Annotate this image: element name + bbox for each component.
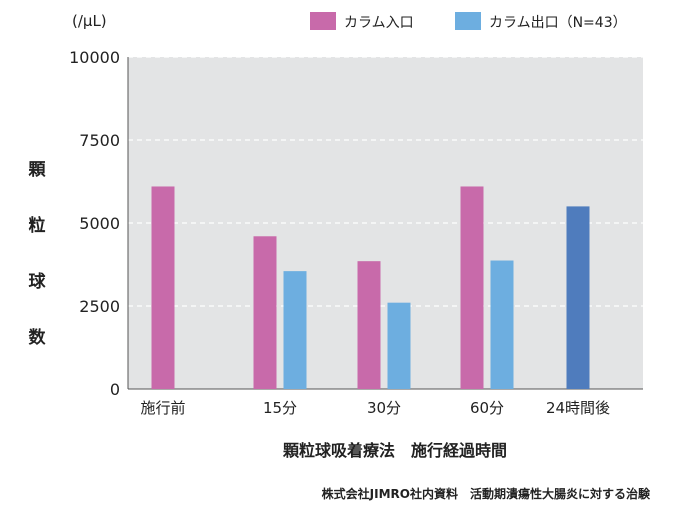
y-unit-label: (/μL) bbox=[72, 12, 107, 30]
x-tick-label: 施行前 bbox=[140, 399, 185, 417]
bar-inlet bbox=[253, 236, 277, 389]
x-tick-label: 15分 bbox=[263, 399, 297, 417]
bar-24h bbox=[566, 206, 590, 389]
y-axis-title-char: 数 bbox=[28, 328, 46, 348]
legend-item-outlet: カラム出口（N=43） bbox=[455, 12, 627, 32]
chart-legend: カラム入口 カラム出口（N=43） bbox=[310, 12, 655, 38]
source-note: 株式会社JIMRO社内資料 活動期潰瘍性大腸炎に対する治験 bbox=[321, 487, 650, 501]
y-axis-title: 顆粒球数 bbox=[25, 142, 49, 366]
y-axis-title-char: 粒 bbox=[28, 216, 46, 236]
legend-label-outlet: カラム出口（N=43） bbox=[489, 15, 627, 31]
y-tick-label: 0 bbox=[110, 380, 120, 399]
bar-outlet bbox=[283, 271, 307, 389]
y-tick-label: 5000 bbox=[79, 214, 120, 233]
legend-swatch-outlet bbox=[455, 12, 481, 30]
y-tick-label: 7500 bbox=[79, 131, 120, 150]
y-tick-label: 2500 bbox=[79, 297, 120, 316]
x-axis-title: 顆粒球吸着療法 施行経過時間 bbox=[282, 441, 507, 460]
y-axis-title-char: 球 bbox=[28, 272, 46, 292]
bar-outlet bbox=[387, 302, 411, 389]
plot-background bbox=[128, 57, 643, 389]
legend-label-inlet: カラム入口 bbox=[344, 15, 414, 31]
bar-outlet bbox=[490, 260, 514, 389]
bar-inlet bbox=[460, 186, 484, 389]
x-tick-label: 30分 bbox=[367, 399, 401, 417]
x-tick-label: 60分 bbox=[470, 399, 504, 417]
legend-item-inlet: カラム入口 bbox=[310, 12, 414, 32]
bar-inlet bbox=[151, 186, 175, 389]
y-tick-label: 10000 bbox=[69, 48, 120, 67]
bar-inlet bbox=[357, 261, 381, 389]
x-tick-label: 24時間後 bbox=[546, 399, 610, 417]
y-axis-title-char: 顆 bbox=[28, 160, 46, 180]
chart-plot: 0 2500 5000 7500 10000 施行前 15分 30分 60分 24時間後 bbox=[69, 48, 643, 417]
legend-swatch-inlet bbox=[310, 12, 336, 30]
